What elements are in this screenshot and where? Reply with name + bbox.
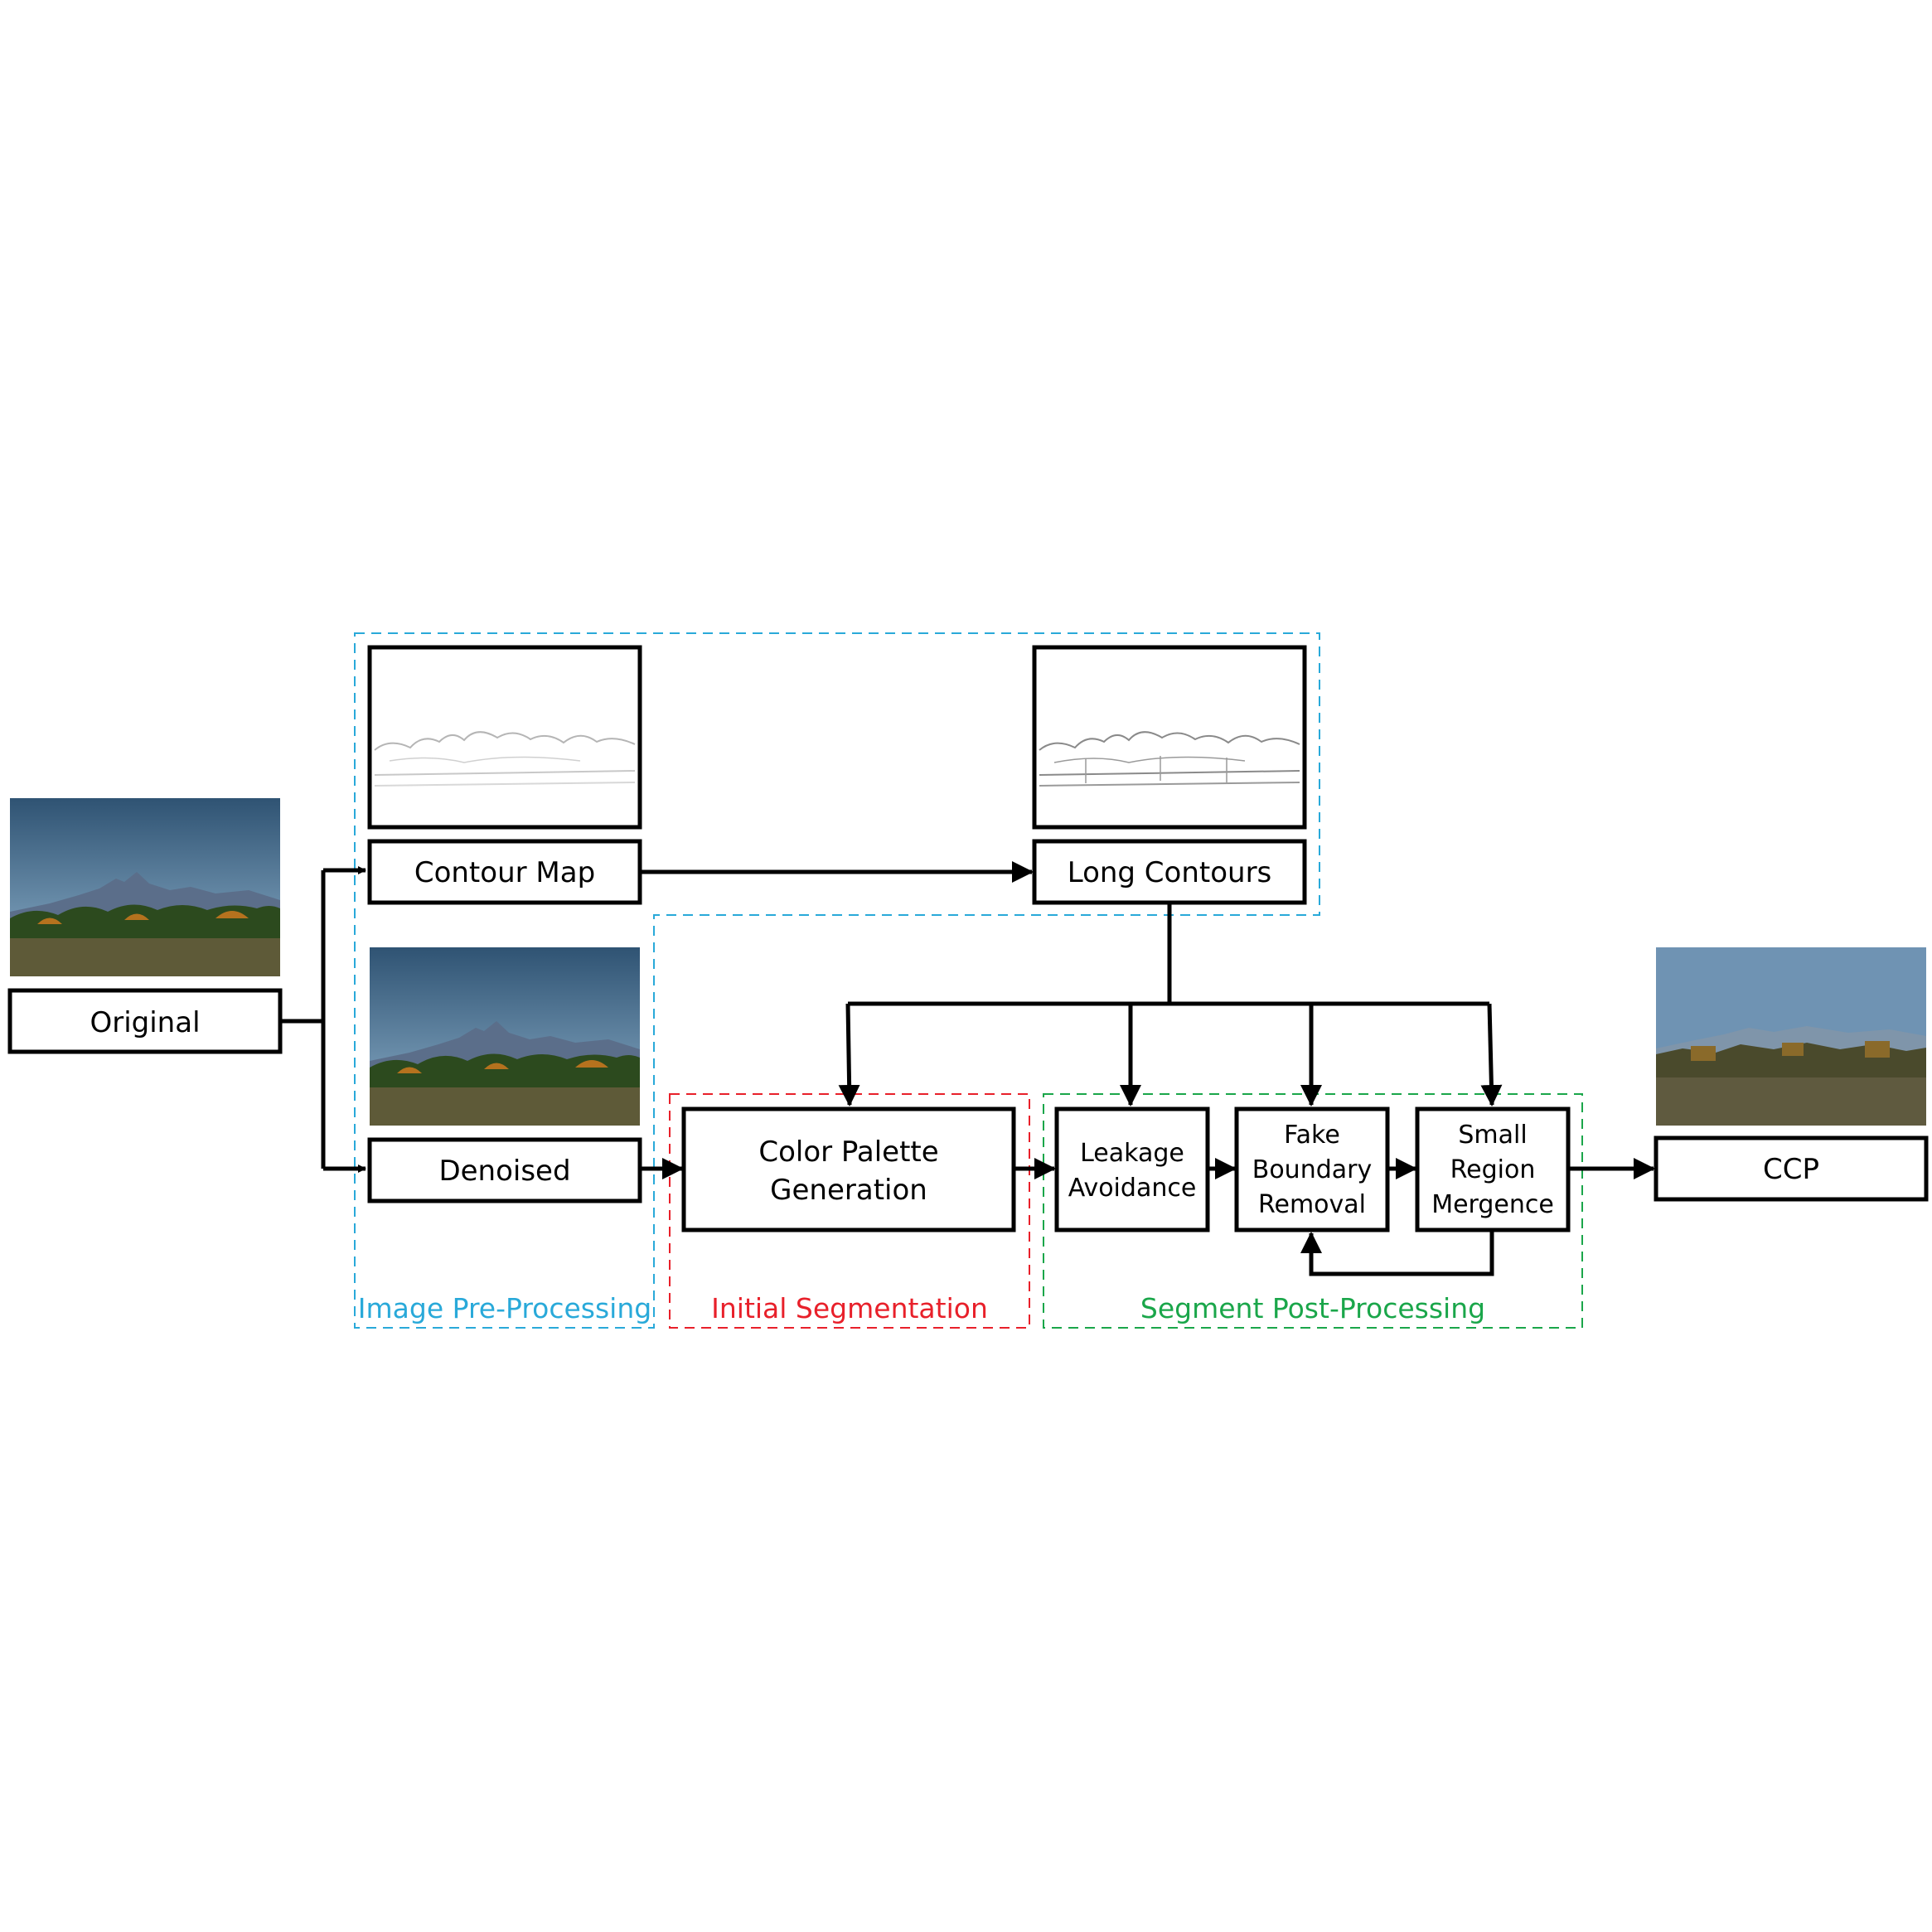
leakage-node-label-line2: Avoidance	[1068, 1174, 1197, 1203]
fake-boundary-node-box	[1234, 1106, 1390, 1232]
preprocessing-group-box	[354, 632, 1320, 1329]
fake-boundary-node-label-line2: Boundary	[1252, 1155, 1372, 1184]
fake-boundary-node-label-line1: Fake	[1284, 1121, 1340, 1150]
small-region-node-label-line1: Small	[1458, 1121, 1527, 1150]
contour-map-node-box	[367, 839, 642, 905]
leakage-node-box	[1054, 1106, 1210, 1232]
postprocessing-group-label: Segment Post-Processing	[1140, 1292, 1485, 1324]
small-region-node-box	[1415, 1106, 1571, 1232]
preprocessing-group-label: Image Pre-Processing	[358, 1292, 651, 1324]
long-contours-node-label: Long Contours	[1068, 856, 1272, 889]
denoised-photo	[370, 947, 640, 1126]
color-palette-node-label-line1: Color Palette	[758, 1135, 938, 1169]
initial-segmentation-group-box	[669, 1093, 1030, 1329]
fake-boundary-node-label-line3: Removal	[1258, 1190, 1366, 1219]
initial-segmentation-group-label: Initial Segmentation	[711, 1292, 988, 1324]
original-photo	[10, 798, 280, 976]
denoised-node-label: Denoised	[438, 1155, 570, 1188]
ccp-photo	[1656, 947, 1926, 1126]
original-node-box	[7, 988, 283, 1054]
contour-map-image	[367, 645, 642, 830]
long-contours-image	[1032, 645, 1307, 830]
ccp-node-label: CCP	[1763, 1153, 1819, 1186]
ccp-node-box	[1654, 1135, 1929, 1202]
denoised-node-box	[367, 1137, 642, 1203]
contour-map-node-label: Contour Map	[414, 856, 595, 889]
color-palette-node-label-line2: Generation	[770, 1174, 927, 1207]
small-region-node-label-line3: Mergence	[1431, 1190, 1554, 1219]
small-region-node-label-line2: Region	[1450, 1155, 1536, 1184]
connectors	[281, 861, 1655, 1276]
original-node-label: Original	[90, 1006, 200, 1039]
leakage-node-label-line1: Leakage	[1080, 1139, 1184, 1168]
long-contours-node-box	[1032, 839, 1307, 905]
color-palette-node-box	[681, 1106, 1016, 1232]
